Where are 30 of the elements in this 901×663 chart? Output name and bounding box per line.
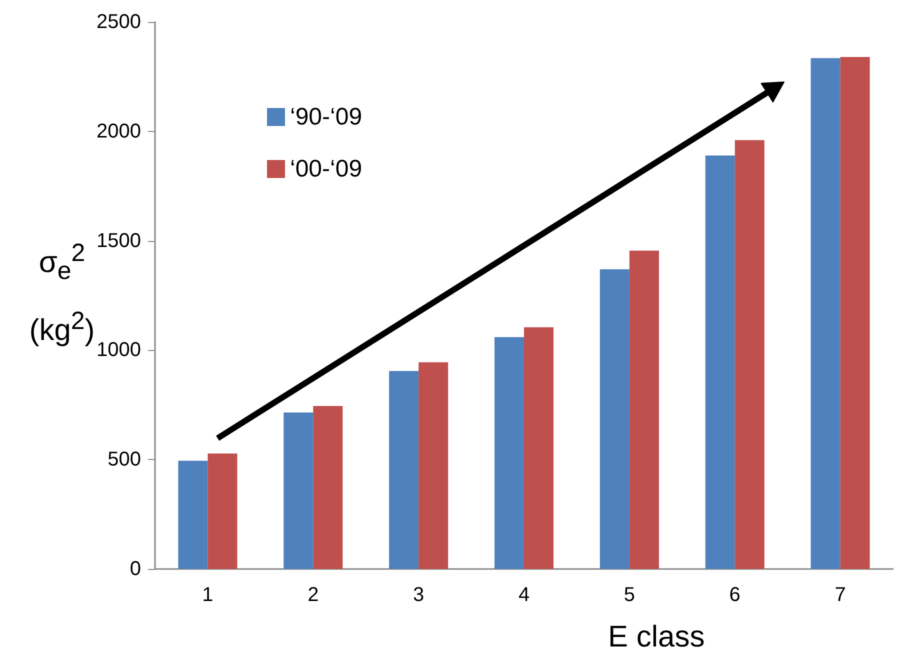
bar [734,140,764,569]
x-tick-label: 6 [729,584,740,606]
x-tick-label: 1 [202,584,214,606]
y-tick-label: 2500 [96,11,141,33]
bar [810,58,840,569]
bar [524,327,554,569]
x-tick-label: 3 [413,584,424,606]
y-tick-label: 1500 [96,230,141,252]
legend-label: ‘00-‘09 [290,156,362,182]
bar [284,412,314,569]
bar [313,406,343,569]
y-tick-label: 0 [130,558,141,580]
x-tick-label: 4 [518,584,530,606]
bar [418,362,448,569]
bar [494,337,524,569]
y-tick-label: 500 [108,448,141,471]
y-tick-label: 2000 [96,120,141,142]
bar [600,269,630,569]
y-tick-label: 1000 [96,339,141,362]
bar [178,460,208,569]
bar [705,155,735,569]
x-axis-title: E class [608,620,705,654]
bar [840,57,870,569]
bar [629,250,659,569]
bar [389,370,419,569]
legend-label: ‘90-‘09 [290,104,362,130]
x-tick-label: 7 [834,584,846,606]
x-tick-label: 5 [624,584,635,606]
x-tick-label: 2 [308,584,319,606]
bar [208,453,238,569]
